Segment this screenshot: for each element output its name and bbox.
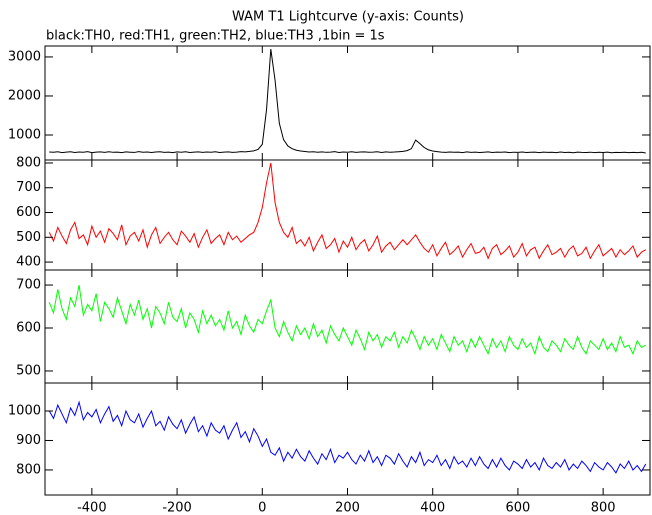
y-tick-label: 700 [16,180,41,195]
y-tick-label: 600 [16,205,41,220]
panel-frame [44,159,651,271]
y-tick-label: 800 [16,462,41,477]
y-tick-label: 3000 [8,49,41,64]
data-line [49,49,646,154]
x-tick-label: -400 [77,501,107,515]
panel-frame [44,382,651,496]
x-tick-label: 800 [591,501,616,515]
chart-title: WAM T1 Lightcurve (y-axis: Counts) [232,10,464,25]
y-tick-label: 500 [16,230,41,245]
panel-frame [44,269,651,384]
y-tick-label: 800 [16,155,41,170]
data-line [48,162,646,260]
x-tick-label: 0 [258,501,266,515]
y-tick-label: 500 [16,363,41,378]
y-tick-label: 1000 [8,128,41,143]
y-tick-label: 400 [16,255,41,270]
y-tick-label: 900 [16,433,41,448]
x-tick-label: -200 [162,501,192,515]
y-tick-label: 1000 [8,404,41,419]
data-line [48,284,646,356]
chart-subtitle: black:TH0, red:TH1, green:TH2, blue:TH3 … [46,29,385,44]
x-tick-label: 400 [420,501,445,515]
y-tick-label: 700 [16,278,41,293]
panel-frame [44,45,651,161]
y-tick-label: 600 [16,321,41,336]
x-tick-label: 200 [335,501,360,515]
data-line [48,400,647,474]
x-tick-label: 600 [506,501,531,515]
y-tick-label: 2000 [8,88,41,103]
